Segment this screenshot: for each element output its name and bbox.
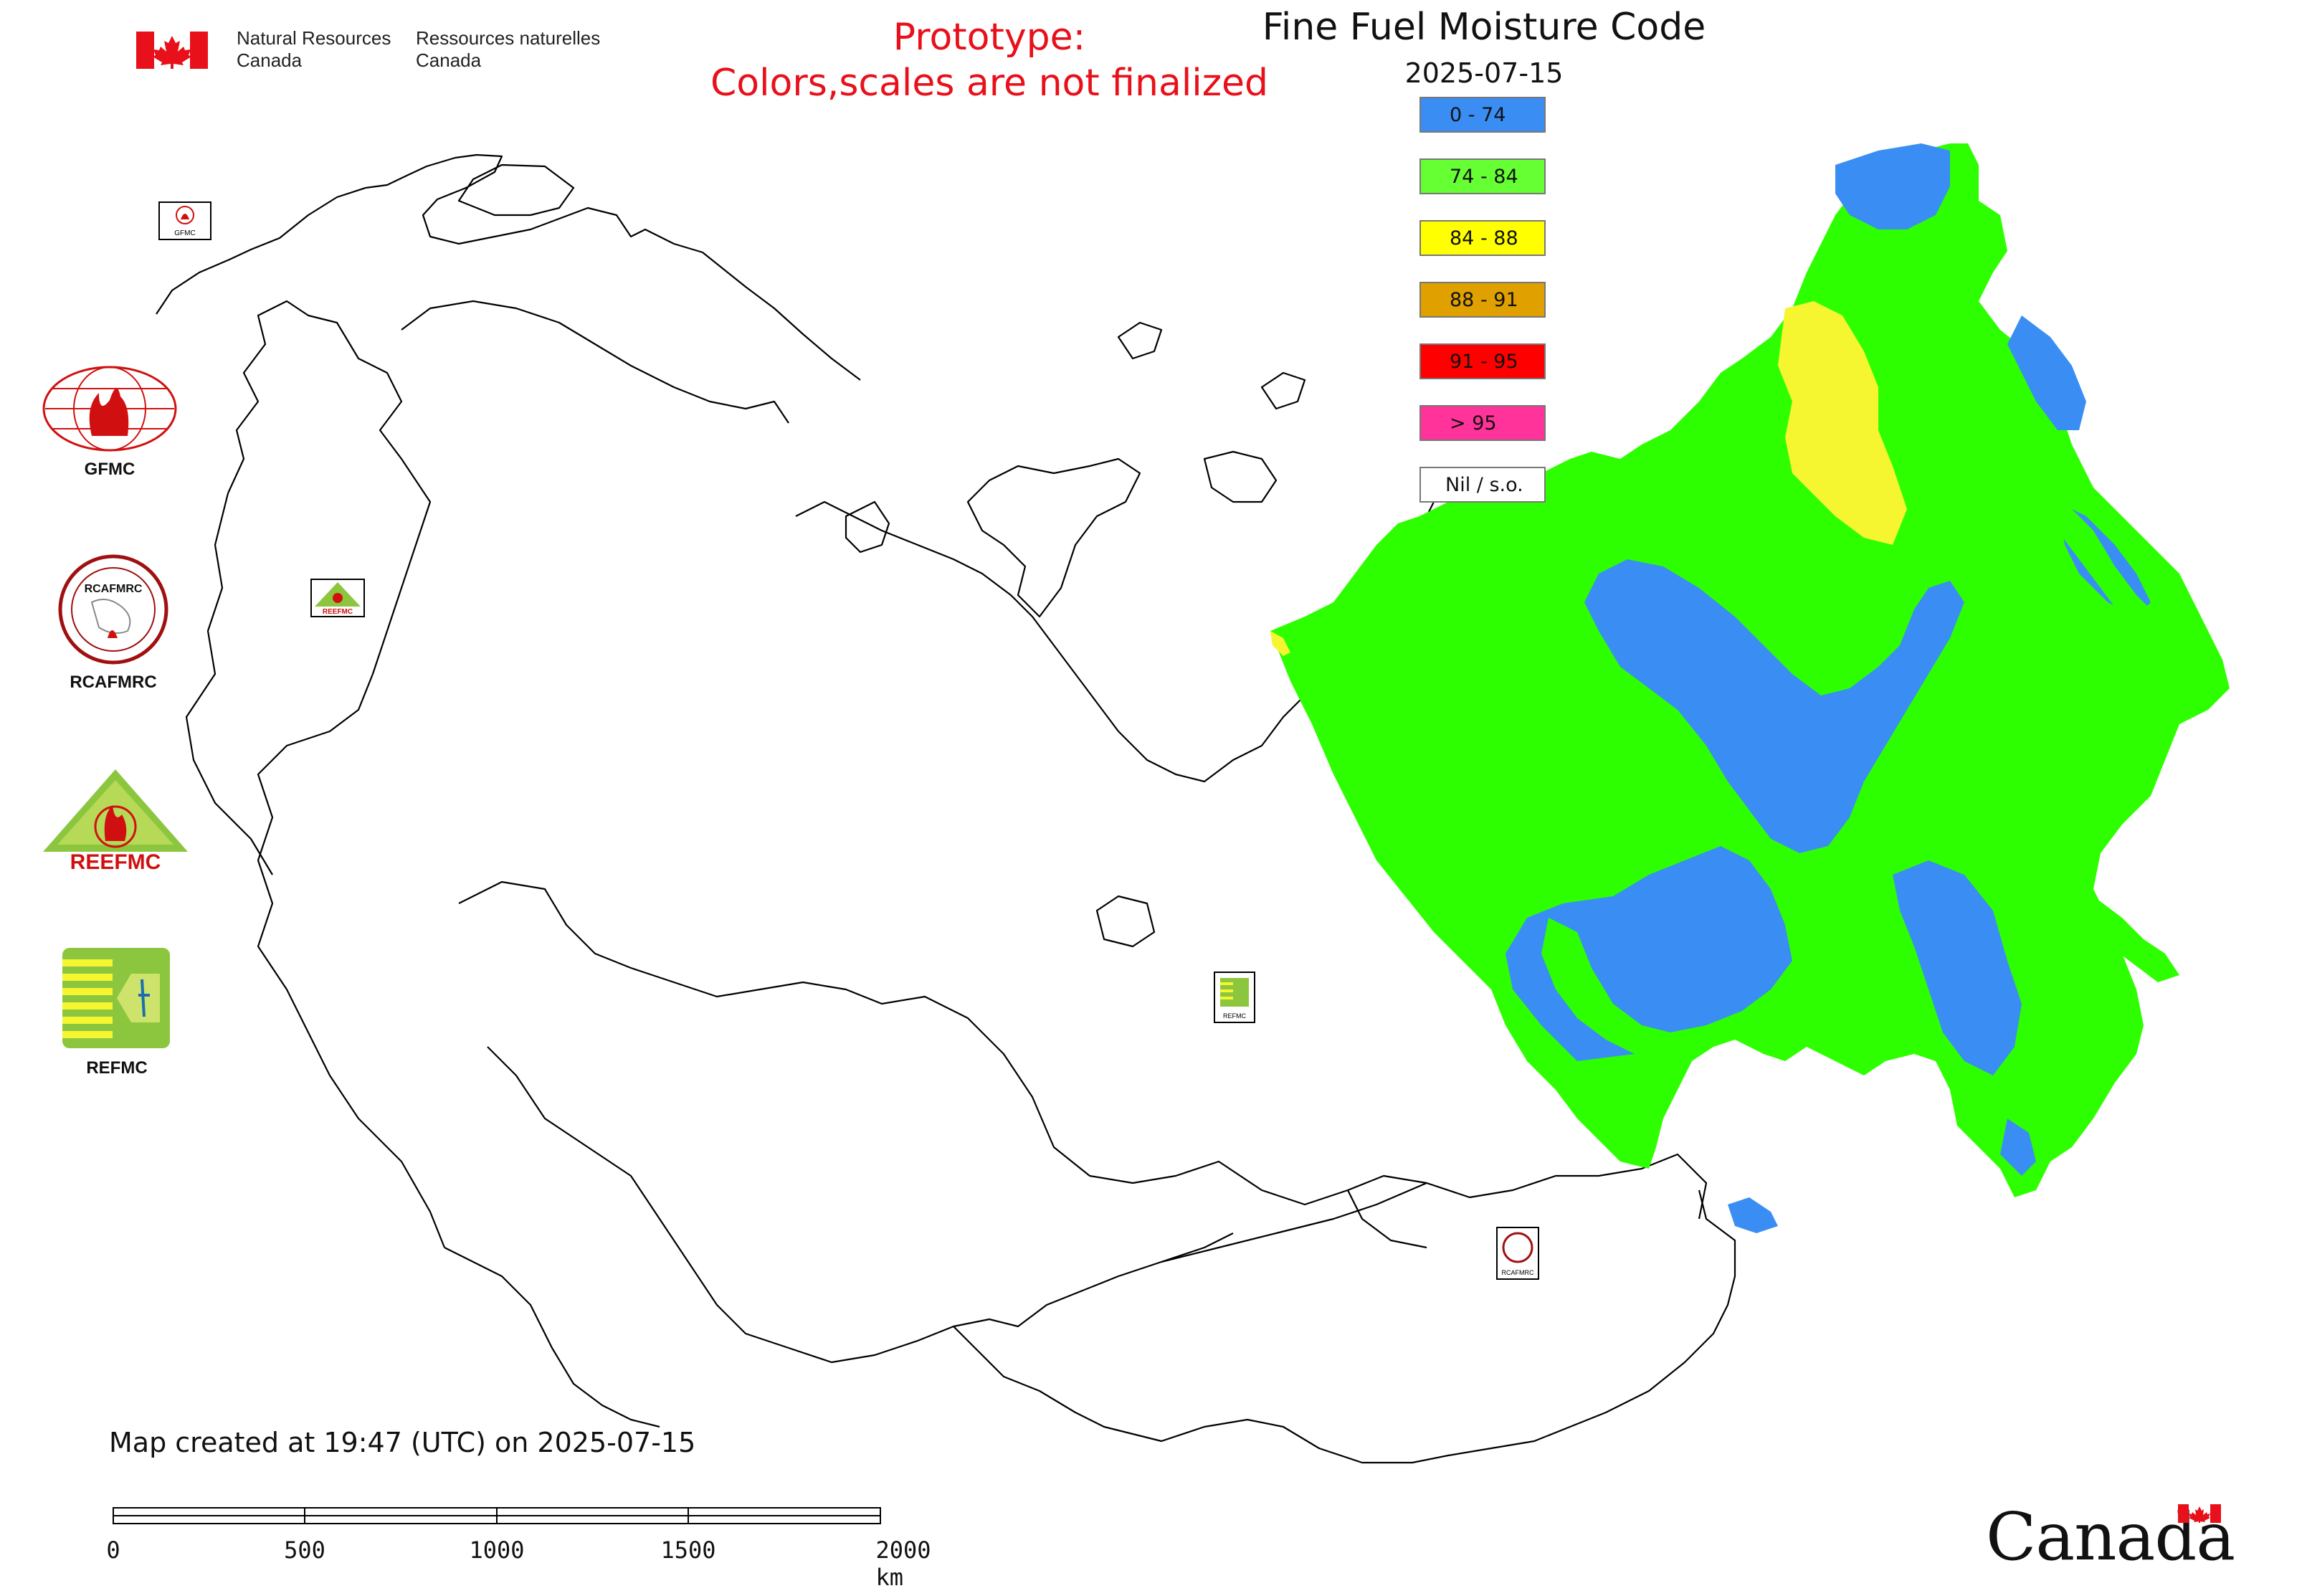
gfmc-logo-label: GFMC <box>84 460 135 479</box>
reefmc-map-marker: REEFMC <box>310 579 365 617</box>
reefmc-wordmark: REEFMC <box>70 850 161 873</box>
reefmc-marker-caption: REEFMC <box>323 608 353 616</box>
gfmc-globe-flame-logo-icon <box>42 366 177 452</box>
legend-label: 84 - 88 <box>1450 227 1518 250</box>
department-name-en: Natural Resources Canada <box>237 27 391 72</box>
nrcan-signature: Natural Resources Canada Ressources natu… <box>136 27 624 77</box>
map-created-text: Map created at 19:47 (UTC) on 2025-07-15 <box>109 1427 696 1458</box>
reefmc-triangle-flame-logo-icon: REEFMC <box>43 769 188 874</box>
legend-label: 88 - 91 <box>1450 288 1518 311</box>
refmc-map-marker: REFMC <box>1214 972 1255 1023</box>
scale-bar-graphic <box>113 1507 881 1524</box>
map-date: 2025-07-15 <box>1404 57 1564 89</box>
legend-label: > 95 <box>1450 412 1497 434</box>
department-name-fr: Ressources naturelles Canada <box>416 27 600 72</box>
legend-item-nil: Nil / s.o. <box>1419 467 1546 503</box>
canada-wordmark: Canada <box>1986 1498 2235 1575</box>
rcafmrc-seal-text: RCAFMRC <box>85 583 143 595</box>
legend-item-74-84: 74 - 84 <box>1419 158 1546 194</box>
scale-label-0: 0 <box>106 1536 120 1564</box>
legend-label: 74 - 84 <box>1450 165 1518 188</box>
rcafmrc-round-seal-logo-icon: RCAFMRC <box>58 554 168 665</box>
map-title: Fine Fuel Moisture Code <box>1262 6 1706 49</box>
scale-label-1000: 1000 <box>469 1536 525 1564</box>
legend-label: 0 - 74 <box>1450 103 1506 126</box>
legend-item-0-74: 0 - 74 <box>1419 97 1546 133</box>
department-fr-line1: Ressources naturelles <box>416 27 601 49</box>
refmc-logo-label: REFMC <box>86 1058 148 1078</box>
legend-item-88-91: 88 - 91 <box>1419 282 1546 318</box>
scale-label-2000-km: 2000 km <box>875 1536 931 1591</box>
prototype-line2: Colors,scales are not finalized <box>710 62 1269 105</box>
legend-label: 91 - 95 <box>1450 350 1518 373</box>
ffmc-coverage-area <box>1270 143 2230 1233</box>
legend-item-84-88: 84 - 88 <box>1419 220 1546 256</box>
refmc-logo: REFMC <box>56 945 178 1078</box>
legend-item-over-95: > 95 <box>1419 405 1546 441</box>
rcafmrc-map-marker: RCAFMRC <box>1496 1227 1539 1280</box>
canada-flag-icon <box>136 32 208 69</box>
department-en-line2: Canada <box>237 49 303 71</box>
department-en-line1: Natural Resources <box>237 27 391 49</box>
prototype-notice: Prototype: Colors,scales are not finaliz… <box>667 14 1312 106</box>
rcafmrc-logo-label: RCAFMRC <box>70 673 157 692</box>
reefmc-logo: REEFMC <box>37 766 194 876</box>
gfmc-logo: GFMC <box>42 364 178 480</box>
gfmc-marker-caption: GFMC <box>174 229 195 237</box>
scale-label-500: 500 <box>284 1536 325 1564</box>
legend-label: Nil / s.o. <box>1445 473 1523 496</box>
rcafmrc-logo: RCAFMRC RCAFMRC <box>56 552 171 693</box>
canada-wordmark-flag-icon <box>2178 1504 2221 1523</box>
scale-label-1500: 1500 <box>660 1536 716 1564</box>
refmc-marker-caption: REFMC <box>1223 1012 1246 1020</box>
scale-bar: 0 500 1000 1500 2000 km <box>106 1502 931 1591</box>
partner-map-markers: GFMC REEFMC REFMC RCAFMRC <box>158 201 1539 1280</box>
rcafmrc-marker-caption: RCAFMRC <box>1502 1269 1534 1276</box>
gfmc-map-marker: GFMC <box>158 201 211 240</box>
department-fr-line2: Canada <box>416 49 482 71</box>
legend-item-91-95: 91 - 95 <box>1419 343 1546 379</box>
refmc-sigma-logo-icon <box>62 948 170 1048</box>
prototype-line1: Prototype: <box>893 16 1086 59</box>
